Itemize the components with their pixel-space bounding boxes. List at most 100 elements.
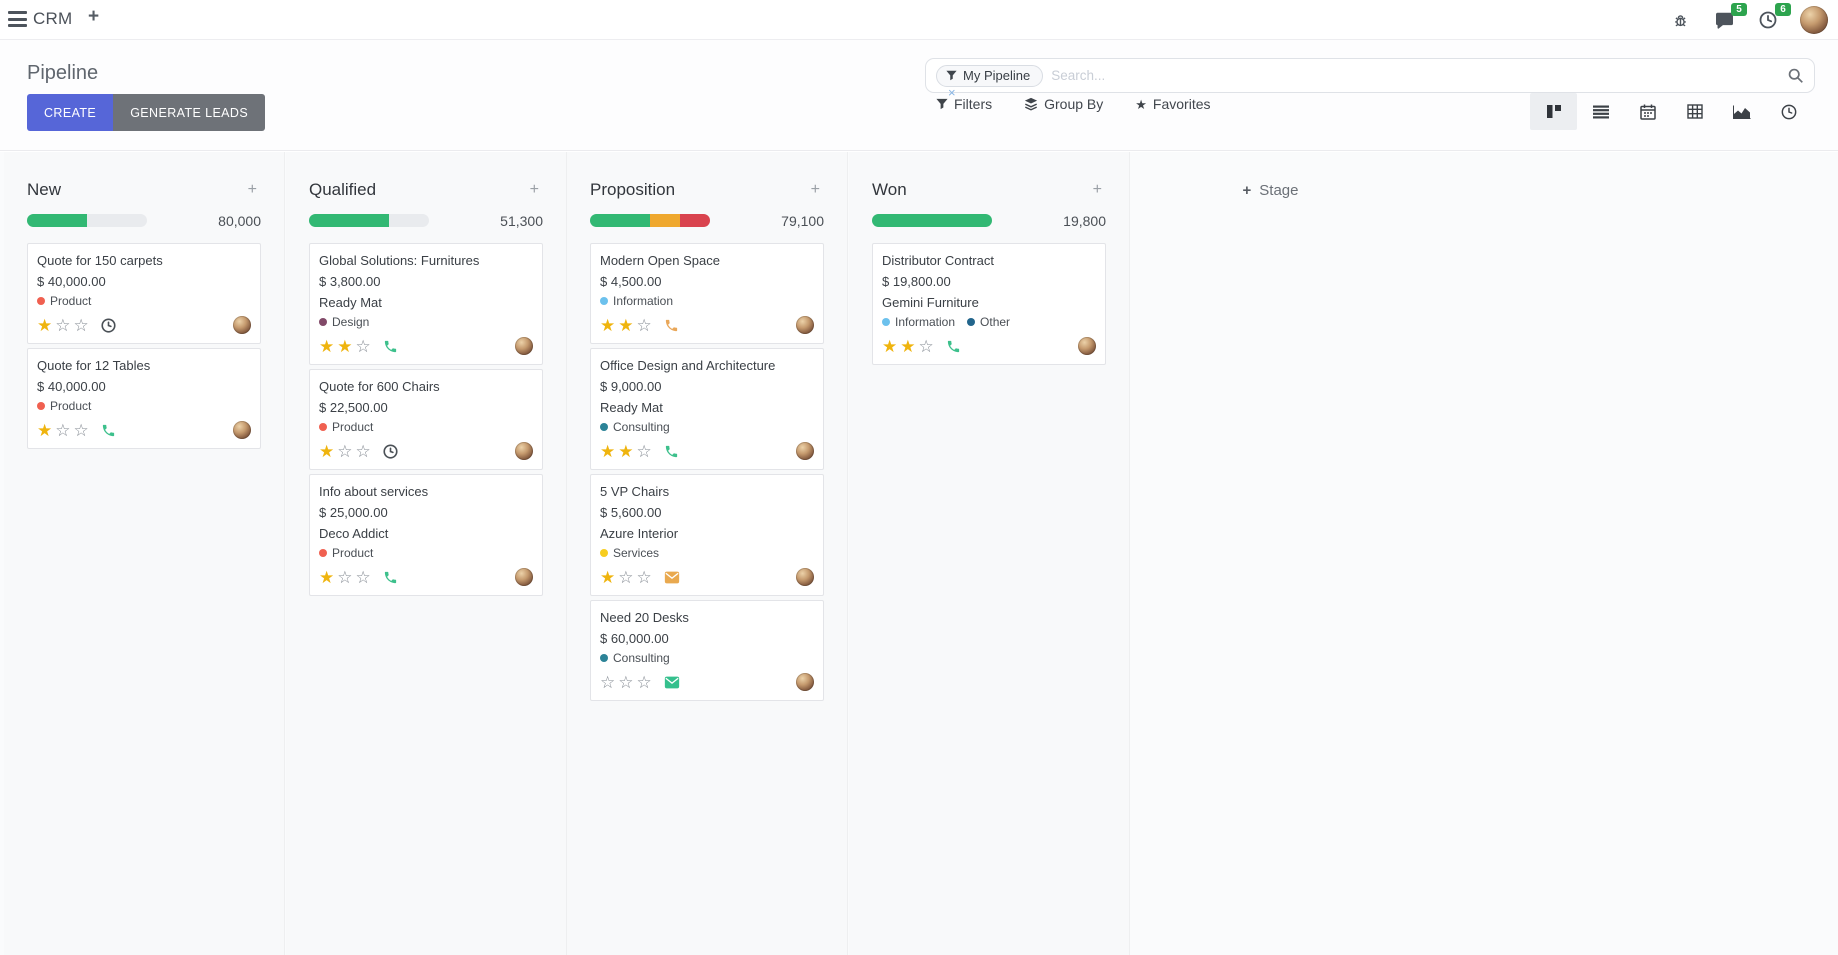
star-icon[interactable]: ★	[900, 336, 919, 356]
card-avatar[interactable]	[515, 337, 533, 355]
column-progressbar[interactable]	[309, 214, 429, 227]
add-record-plus-icon[interactable]: +	[529, 181, 539, 198]
column-progressbar[interactable]	[872, 214, 992, 227]
card-avatar[interactable]	[796, 442, 814, 460]
kanban-card[interactable]: Modern Open Space $ 4,500.00 Information ★ ★…	[590, 243, 824, 344]
star-icon[interactable]: ★	[319, 441, 338, 461]
kanban-card[interactable]: Office Design and Architecture $ 9,000.00…	[590, 348, 824, 470]
star-icon[interactable]: ☆	[600, 672, 619, 692]
priority-stars[interactable]: ☆ ☆ ☆	[600, 674, 655, 691]
star-icon[interactable]: ☆	[636, 567, 655, 587]
phone-icon[interactable]	[383, 570, 398, 585]
star-icon[interactable]: ☆	[636, 672, 655, 692]
star-icon[interactable]: ☆	[618, 672, 637, 692]
column-progressbar[interactable]	[27, 214, 147, 227]
star-icon[interactable]: ☆	[55, 315, 74, 335]
column-title[interactable]: New	[27, 180, 62, 199]
create-button[interactable]: CREATE	[27, 94, 114, 131]
star-icon[interactable]: ★	[600, 567, 619, 587]
priority-stars[interactable]: ★ ★ ☆	[319, 338, 374, 355]
kanban-view-button[interactable]	[1530, 93, 1577, 130]
activity-view-button[interactable]	[1765, 93, 1812, 130]
star-icon[interactable]: ★	[319, 567, 338, 587]
star-icon[interactable]: ★	[618, 441, 637, 461]
column-title[interactable]: Won	[872, 180, 907, 199]
star-icon[interactable]: ☆	[337, 567, 356, 587]
phone-icon[interactable]	[101, 423, 116, 438]
star-icon[interactable]: ★	[600, 441, 619, 461]
new-tab-plus-icon[interactable]: +	[88, 6, 100, 27]
app-title[interactable]: CRM	[33, 9, 73, 28]
add-record-plus-icon[interactable]: +	[1092, 181, 1102, 198]
column-title[interactable]: Qualified	[309, 180, 377, 199]
phone-icon[interactable]	[946, 339, 961, 354]
star-icon[interactable]: ★	[882, 336, 901, 356]
phone-icon[interactable]	[664, 444, 679, 459]
search-facet-my-pipeline[interactable]: My Pipeline	[936, 64, 1044, 87]
kanban-card[interactable]: Info about services $ 25,000.00 Deco Addic…	[309, 474, 543, 596]
star-icon[interactable]: ★	[337, 336, 356, 356]
star-icon[interactable]: ☆	[355, 567, 374, 587]
search-input[interactable]	[1051, 68, 1787, 83]
priority-stars[interactable]: ★ ☆ ☆	[37, 317, 92, 334]
star-icon[interactable]: ★	[600, 315, 619, 335]
card-avatar[interactable]	[233, 421, 251, 439]
user-avatar[interactable]	[1800, 6, 1828, 34]
kanban-card[interactable]: Need 20 Desks $ 60,000.00 Consulting ☆ ☆ ☆	[590, 600, 824, 701]
activities-clock-icon[interactable]: 6	[1756, 3, 1791, 32]
generate-leads-button[interactable]: GENERATE LEADS	[113, 94, 266, 131]
messages-icon[interactable]: 5	[1712, 3, 1747, 32]
star-icon[interactable]: ★	[37, 420, 56, 440]
card-avatar[interactable]	[796, 316, 814, 334]
card-avatar[interactable]	[233, 316, 251, 334]
progress-segment[interactable]	[680, 214, 710, 227]
column-title[interactable]: Proposition	[590, 180, 676, 199]
add-record-plus-icon[interactable]: +	[810, 181, 820, 198]
star-icon[interactable]: ☆	[355, 336, 374, 356]
priority-stars[interactable]: ★ ★ ☆	[882, 338, 937, 355]
pivot-view-button[interactable]	[1671, 93, 1718, 130]
envelope-icon[interactable]	[664, 676, 680, 689]
phone-icon[interactable]	[664, 318, 679, 333]
star-icon[interactable]: ☆	[618, 567, 637, 587]
debug-bug-icon[interactable]	[1668, 8, 1692, 32]
progress-segment[interactable]	[590, 214, 650, 227]
filters-button[interactable]: Filters	[936, 96, 992, 112]
kanban-card[interactable]: 5 VP Chairs $ 5,600.00 Azure Interior Servi…	[590, 474, 824, 596]
card-avatar[interactable]	[1078, 337, 1096, 355]
kanban-card[interactable]: Quote for 150 carpets $ 40,000.00 Product ★…	[27, 243, 261, 344]
progress-segment[interactable]	[309, 214, 390, 227]
kanban-card[interactable]: Quote for 600 Chairs $ 22,500.00 Product ★ ☆…	[309, 369, 543, 470]
search-box[interactable]: My Pipeline	[925, 58, 1815, 93]
phone-icon[interactable]	[383, 339, 398, 354]
group-by-button[interactable]: Group By	[1024, 96, 1103, 112]
star-icon[interactable]: ☆	[73, 420, 92, 440]
clock-icon[interactable]	[101, 317, 116, 333]
calendar-view-button[interactable]	[1624, 93, 1671, 130]
priority-stars[interactable]: ★ ★ ☆	[600, 443, 655, 460]
priority-stars[interactable]: ★ ☆ ☆	[319, 569, 374, 586]
card-avatar[interactable]	[515, 568, 533, 586]
priority-stars[interactable]: ★ ☆ ☆	[600, 569, 655, 586]
star-icon[interactable]: ★	[618, 315, 637, 335]
star-icon[interactable]: ☆	[55, 420, 74, 440]
kanban-card[interactable]: Distributor Contract $ 19,800.00 Gemini Fu…	[872, 243, 1106, 365]
clock-icon[interactable]	[383, 443, 398, 459]
remove-facet-icon[interactable]: ×	[948, 85, 956, 100]
star-icon[interactable]: ☆	[636, 315, 655, 335]
column-progressbar[interactable]	[590, 214, 710, 227]
search-magnifier-icon[interactable]	[1787, 67, 1804, 84]
progress-segment[interactable]	[650, 214, 680, 227]
progress-segment[interactable]	[27, 214, 87, 227]
kanban-card[interactable]: Global Solutions: Furnitures $ 3,800.00 Re…	[309, 243, 543, 365]
star-icon[interactable]: ☆	[918, 336, 937, 356]
kanban-card[interactable]: Quote for 12 Tables $ 40,000.00 Product ★ ☆ ☆	[27, 348, 261, 449]
add-stage-button[interactable]: + Stage	[1153, 182, 1388, 199]
star-icon[interactable]: ☆	[337, 441, 356, 461]
star-icon[interactable]: ☆	[355, 441, 374, 461]
apps-menu-icon[interactable]	[8, 11, 27, 28]
priority-stars[interactable]: ★ ☆ ☆	[319, 443, 374, 460]
star-icon[interactable]: ☆	[73, 315, 92, 335]
star-icon[interactable]: ☆	[636, 441, 655, 461]
favorites-button[interactable]: ★ Favorites	[1135, 96, 1210, 112]
